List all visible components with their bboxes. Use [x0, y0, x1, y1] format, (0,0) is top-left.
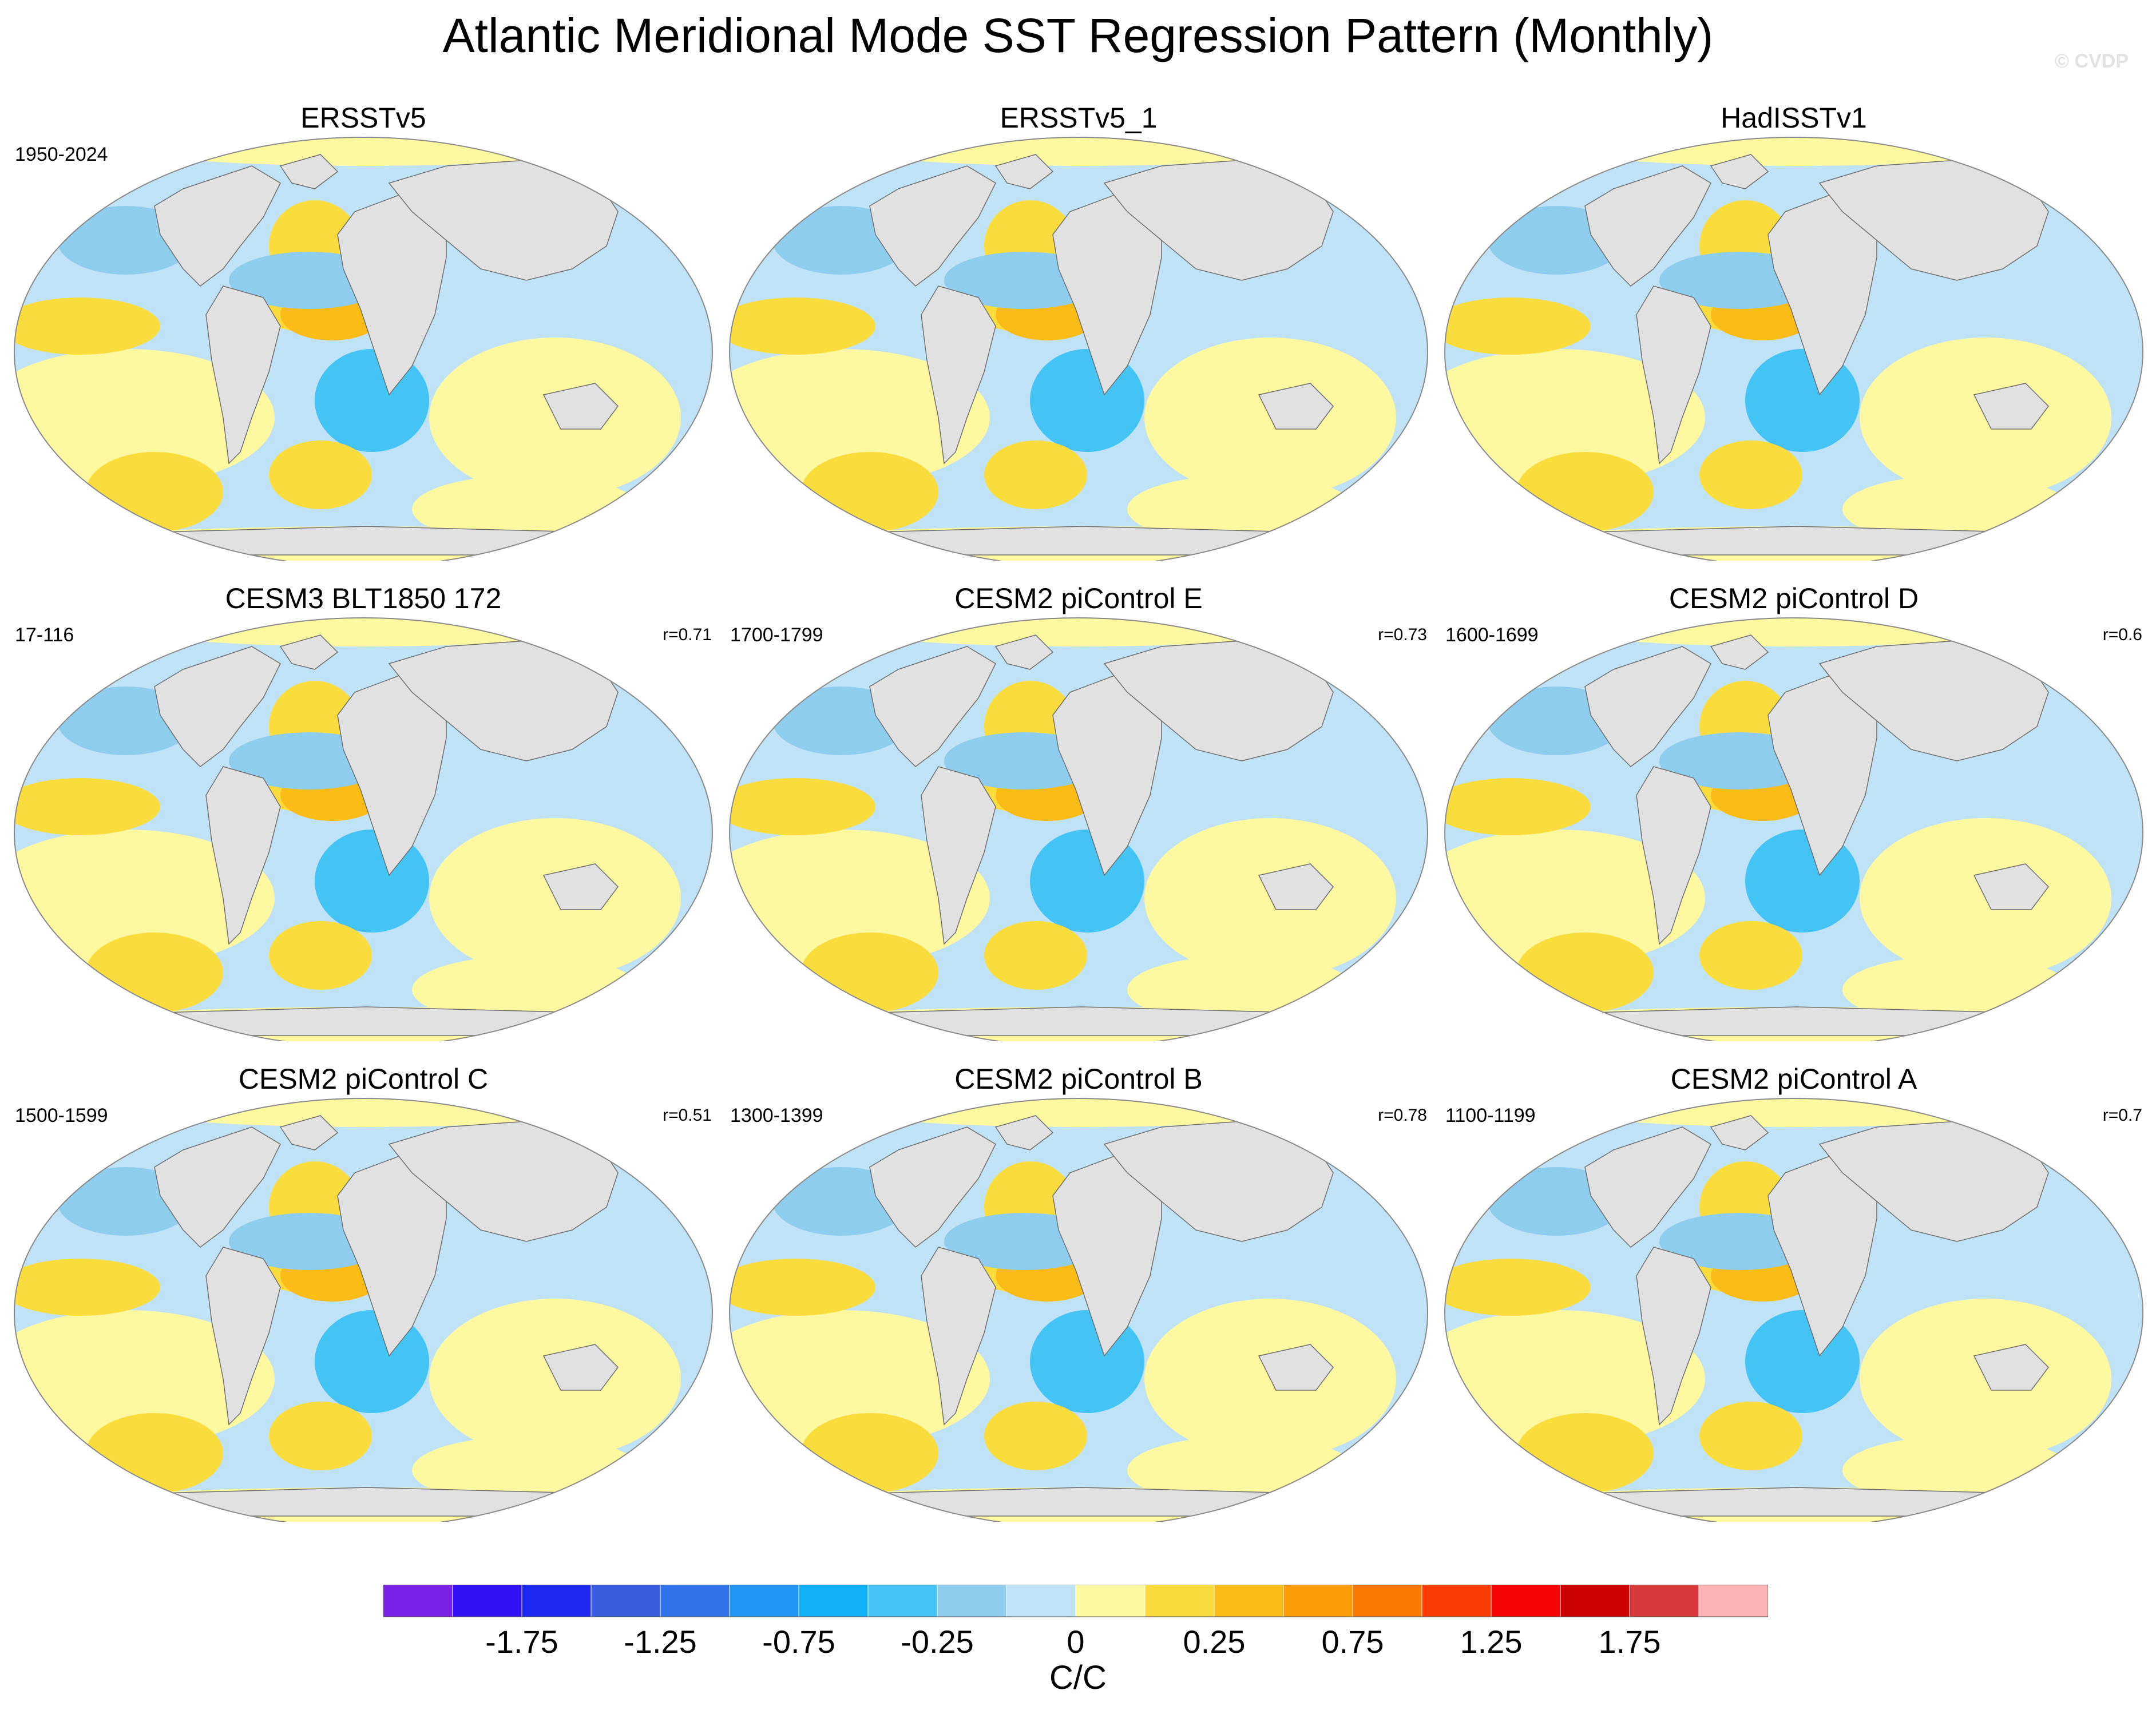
panel-correlation: r=0.6: [2102, 625, 2142, 644]
colorbar-swatch: [937, 1585, 1007, 1617]
world-map: [1444, 137, 2143, 561]
colorbar-tick-label: -0.75: [762, 1624, 835, 1660]
map-panel: HadISSTv1: [1442, 97, 2146, 561]
colorbar-swatch: [867, 1585, 938, 1617]
world-map: [14, 1098, 713, 1522]
colorbar-swatch: [1560, 1585, 1630, 1617]
colorbar-swatch: [1698, 1585, 1768, 1617]
panel-correlation: r=0.78: [1378, 1106, 1427, 1125]
cvdp-watermark: © CVDP: [2055, 50, 2129, 72]
panel-title: ERSSTv5_1: [1000, 102, 1158, 134]
world-map: [729, 137, 1428, 561]
colorbar-swatch: [383, 1585, 453, 1617]
colorbar-tick-label: -1.75: [485, 1624, 558, 1660]
colorbar-swatch: [1491, 1585, 1561, 1617]
colorbar: [383, 1585, 1768, 1617]
colorbar-tick-label: 1.25: [1460, 1624, 1523, 1660]
colorbar-tick-label: 0.75: [1321, 1624, 1384, 1660]
panel-period: 1100-1199: [1445, 1105, 1536, 1126]
colorbar-swatch: [1006, 1585, 1076, 1617]
colorbar-swatch: [590, 1585, 661, 1617]
panel-correlation: r=0.71: [663, 625, 712, 644]
colorbar-swatch: [1214, 1585, 1284, 1617]
panel-period: 1600-1699: [1445, 624, 1539, 646]
panel-period: 1700-1799: [730, 624, 823, 646]
colorbar-swatch: [798, 1585, 869, 1617]
colorbar-tick-label: 0.25: [1183, 1624, 1246, 1660]
map-panel: CESM2 piControl C 1500-1599 r=0.51: [11, 1058, 715, 1522]
panel-title: CESM3 BLT1850 172: [225, 582, 502, 614]
map-panel: CESM2 piControl D 1600-1699 r=0.6: [1442, 578, 2146, 1041]
panel-correlation: r=0.51: [663, 1106, 712, 1125]
colorbar-swatch: [1629, 1585, 1699, 1617]
map-panel: CESM2 piControl E 1700-1799 r=0.73: [727, 578, 1430, 1041]
panel-title: CESM2 piControl E: [954, 582, 1203, 614]
colorbar-swatch: [1352, 1585, 1422, 1617]
panel-correlation: r=0.73: [1378, 625, 1427, 644]
figure-title: Atlantic Meridional Mode SST Regression …: [442, 9, 1714, 62]
panel-period: 1300-1399: [730, 1105, 823, 1126]
panel-title: CESM2 piControl D: [1668, 582, 1919, 614]
colorbar-swatch: [729, 1585, 799, 1617]
panel-title: HadISSTv1: [1721, 102, 1867, 134]
colorbar-swatch: [1144, 1585, 1215, 1617]
colorbar-tick-label: 0: [1067, 1624, 1085, 1660]
colorbar-swatch: [1421, 1585, 1492, 1617]
colorbar-swatch: [521, 1585, 592, 1617]
panel-title: CESM2 piControl C: [238, 1063, 489, 1095]
colorbar-swatch: [660, 1585, 730, 1617]
colorbar-tick-label: 1.75: [1598, 1624, 1661, 1660]
map-panel: CESM2 piControl B 1300-1399 r=0.78: [727, 1058, 1430, 1522]
panel-title: CESM2 piControl A: [1670, 1063, 1917, 1095]
panel-period: 17-116: [15, 624, 74, 646]
map-panel: ERSSTv5_1: [727, 97, 1430, 561]
world-map: [729, 617, 1428, 1041]
panel-correlation: r=0.7: [2102, 1106, 2142, 1125]
world-map: [729, 1098, 1428, 1522]
panel-title: CESM2 piControl B: [954, 1063, 1203, 1095]
world-map: [1444, 617, 2143, 1041]
panel-title: ERSSTv5: [300, 102, 426, 134]
world-map: [1444, 1098, 2143, 1522]
colorbar-tick-label: -0.25: [901, 1624, 974, 1660]
panel-period: 1500-1599: [15, 1105, 108, 1126]
map-panel: CESM3 BLT1850 172 17-116 r=0.71: [11, 578, 715, 1041]
colorbar-swatch: [1283, 1585, 1353, 1617]
colorbar-swatch: [1075, 1585, 1146, 1617]
colorbar-swatch: [452, 1585, 522, 1617]
map-panel: CESM2 piControl A 1100-1199 r=0.7: [1442, 1058, 2146, 1522]
panel-period: 1950-2024: [15, 144, 108, 165]
colorbar-units: C/C: [1049, 1659, 1107, 1696]
colorbar-tick-label: -1.25: [624, 1624, 697, 1660]
map-panel: ERSSTv5 1950-2024: [11, 97, 715, 561]
world-map: [14, 137, 713, 561]
world-map: [14, 617, 713, 1041]
